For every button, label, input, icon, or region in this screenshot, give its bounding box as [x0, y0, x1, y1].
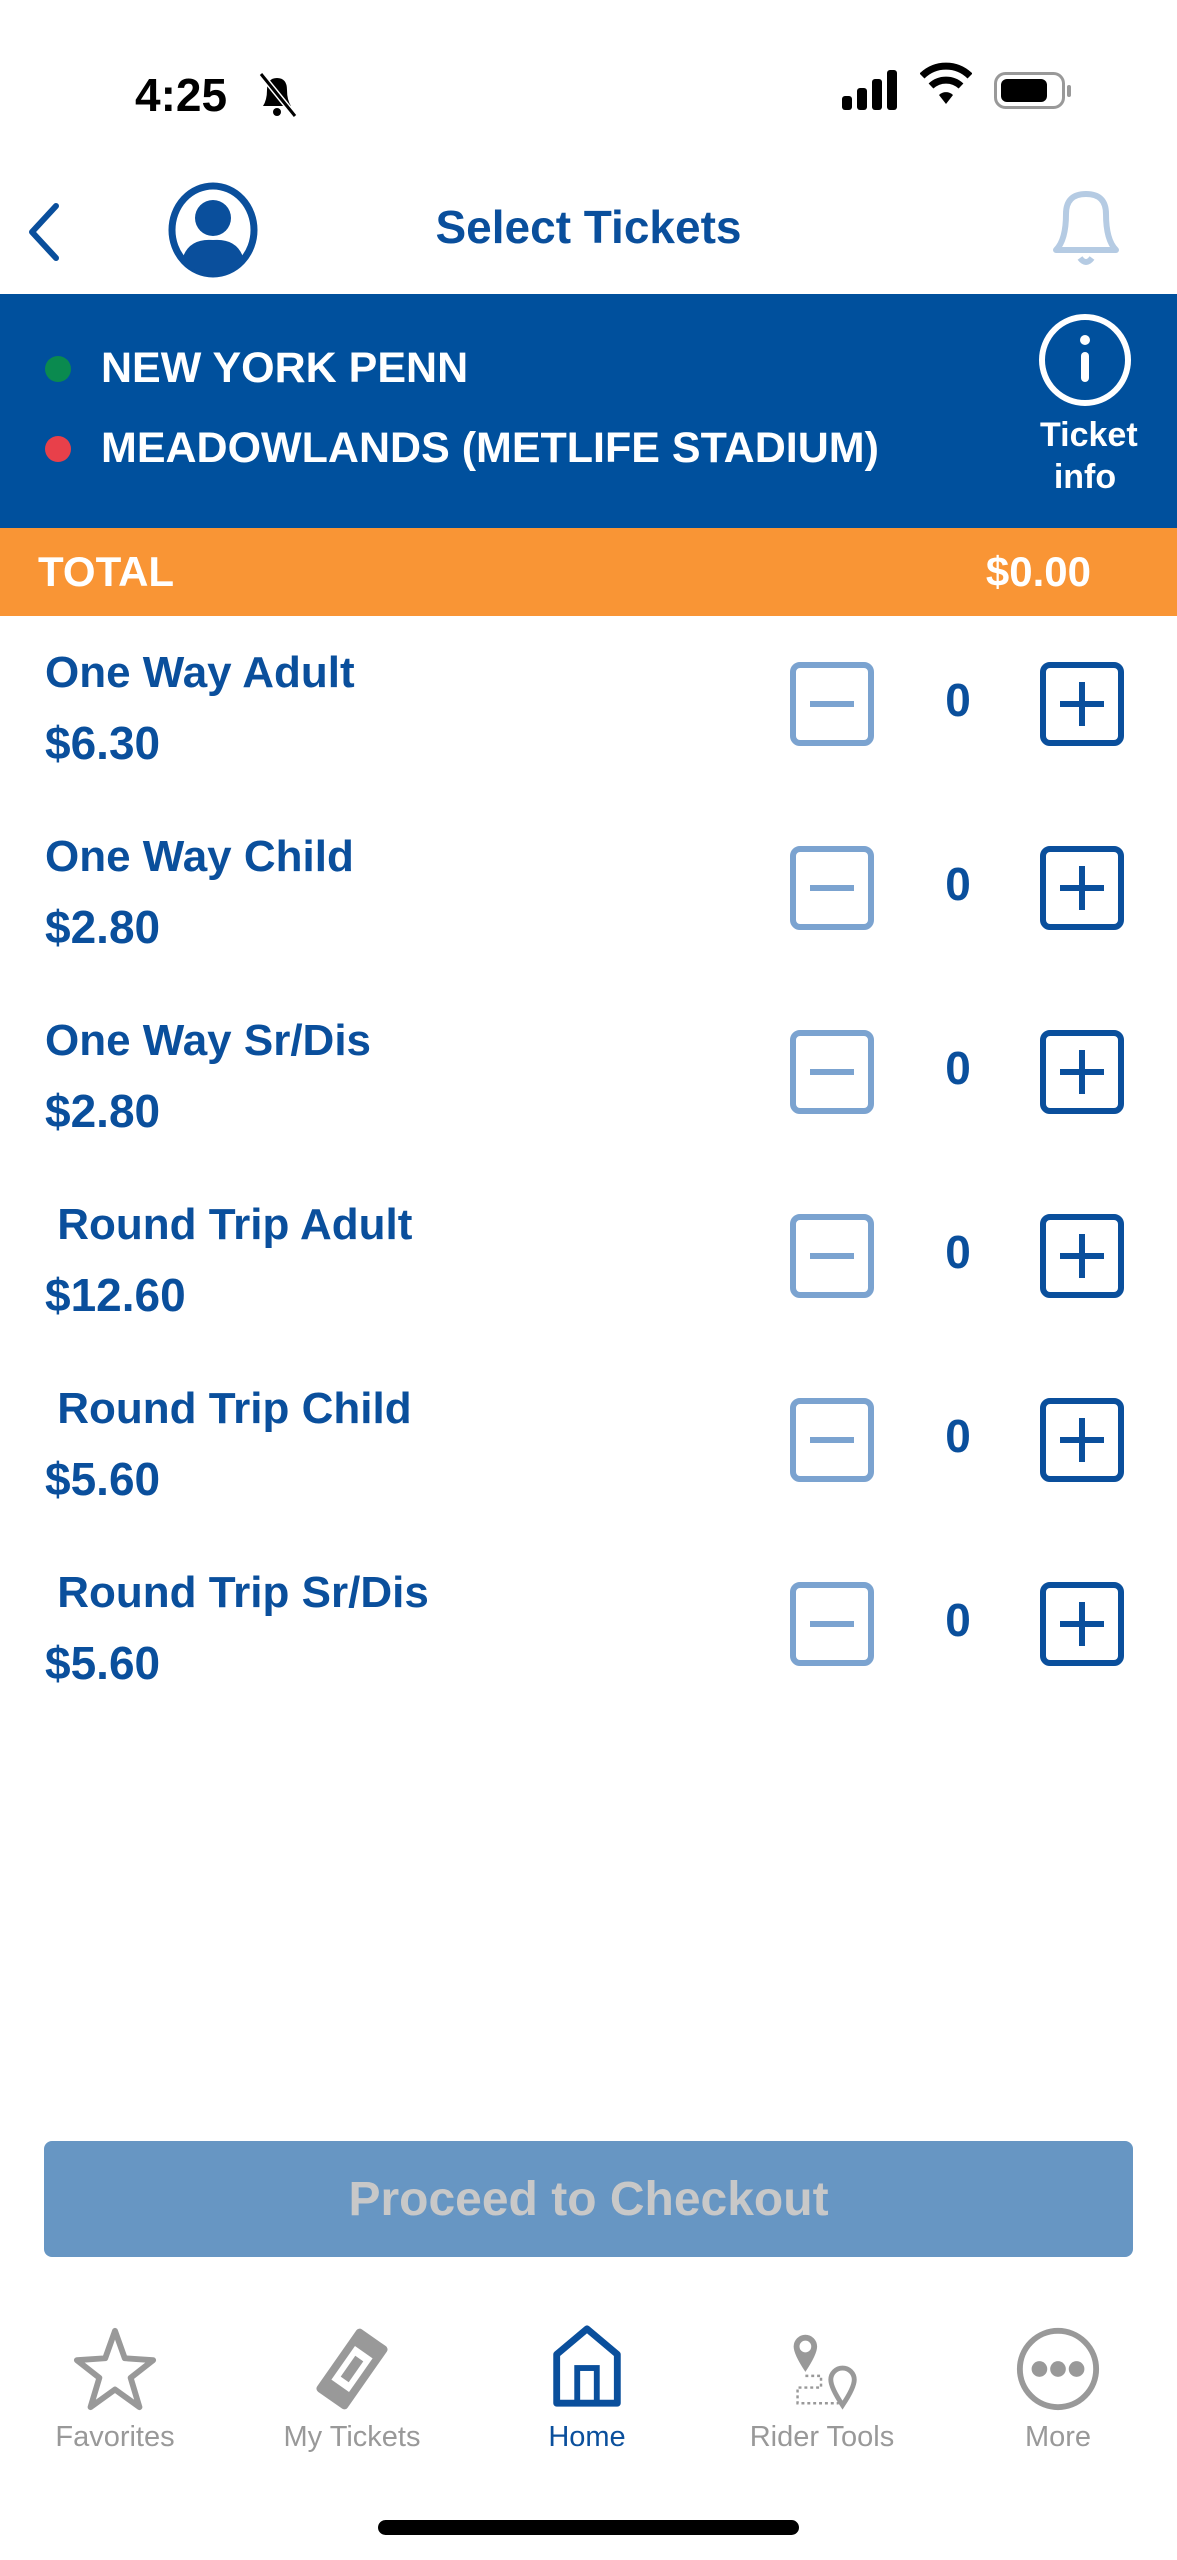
destination-station: MEADOWLANDS (METLIFE STADIUM)	[45, 424, 879, 473]
destination-dot	[45, 435, 71, 462]
ticket-row: One Way Sr/Dis $2.80 0	[0, 996, 1177, 1180]
decrement-button[interactable]	[790, 662, 874, 746]
route-banner: NEW YORK PENN MEADOWLANDS (METLIFE STADI…	[0, 294, 1177, 528]
ticket-name: Round Trip Sr/Dis	[45, 1568, 429, 1617]
profile-avatar-icon[interactable]	[168, 182, 258, 278]
signal-icon	[842, 70, 897, 110]
ticket-info-button[interactable]: Ticket info	[1021, 312, 1149, 498]
ticket-info-label: Ticket info	[1040, 416, 1138, 496]
notifications-bell-icon[interactable]	[1044, 186, 1128, 270]
tab-my-tickets[interactable]: My Tickets	[252, 2325, 452, 2454]
star-icon	[73, 2327, 157, 2411]
tab-more[interactable]: More	[958, 2325, 1158, 2454]
tab-favorites[interactable]: Favorites	[15, 2325, 215, 2454]
info-icon	[1039, 314, 1131, 406]
increment-button[interactable]	[1040, 1030, 1124, 1114]
ticket-icon	[316, 2328, 388, 2410]
ticket-price: $2.80	[45, 1085, 161, 1137]
ticket-price: $12.60	[45, 1269, 186, 1321]
total-value: $0.00	[985, 548, 1091, 595]
home-indicator[interactable]	[378, 2520, 799, 2535]
ticket-name: One Way Adult	[45, 648, 355, 697]
decrement-button[interactable]	[790, 1398, 874, 1482]
ticket-count: 0	[945, 1226, 971, 1278]
tab-label: More	[1024, 2421, 1092, 2453]
ticket-price: $5.60	[45, 1453, 161, 1505]
ticket-row: One Way Child $2.80 0	[0, 812, 1177, 996]
ticket-row: One Way Adult $6.30 0	[0, 628, 1177, 812]
back-button[interactable]	[20, 200, 70, 264]
decrement-button[interactable]	[790, 1030, 874, 1114]
tab-label: Home	[548, 2421, 626, 2453]
wifi-icon	[920, 62, 972, 104]
destination-label: MEADOWLANDS (METLIFE STADIUM)	[101, 424, 879, 472]
ticket-count: 0	[945, 1410, 971, 1462]
more-icon	[1016, 2327, 1100, 2411]
decrement-button[interactable]	[790, 846, 874, 930]
map-pins-icon	[793, 2334, 857, 2410]
silent-bell-icon	[258, 72, 298, 118]
origin-dot	[45, 355, 71, 382]
increment-button[interactable]	[1040, 1582, 1124, 1666]
ticket-count: 0	[945, 1594, 971, 1646]
ticket-row: Round Trip Sr/Dis $5.60 0	[0, 1548, 1177, 1732]
increment-button[interactable]	[1040, 662, 1124, 746]
ticket-row: Round Trip Adult $12.60 0	[0, 1180, 1177, 1364]
page-title: Select Tickets	[435, 201, 742, 253]
increment-button[interactable]	[1040, 846, 1124, 930]
ticket-name: One Way Child	[45, 832, 354, 881]
tab-rider-tools[interactable]: Rider Tools	[722, 2325, 922, 2454]
origin-station: NEW YORK PENN	[45, 344, 468, 393]
ticket-price: $2.80	[45, 901, 161, 953]
status-time: 4:25	[135, 69, 228, 121]
home-icon	[553, 2325, 621, 2407]
ticket-price: $5.60	[45, 1637, 161, 1689]
origin-label: NEW YORK PENN	[101, 344, 469, 392]
increment-button[interactable]	[1040, 1398, 1124, 1482]
ticket-count: 0	[945, 1042, 971, 1094]
decrement-button[interactable]	[790, 1214, 874, 1298]
battery-icon	[994, 72, 1071, 109]
increment-button[interactable]	[1040, 1214, 1124, 1298]
tab-label: Rider Tools	[749, 2421, 895, 2453]
total-label: TOTAL	[38, 548, 175, 595]
total-bar: TOTAL $0.00	[0, 528, 1177, 616]
tab-home[interactable]: Home	[487, 2325, 687, 2454]
ticket-count: 0	[945, 674, 971, 726]
tab-label: My Tickets	[283, 2421, 421, 2453]
ticket-name: One Way Sr/Dis	[45, 1016, 372, 1065]
ticket-row: Round Trip Child $5.60 0	[0, 1364, 1177, 1548]
proceed-to-checkout-button[interactable]: Proceed to Checkout	[44, 2141, 1133, 2257]
ticket-price: $6.30	[45, 717, 161, 769]
ticket-name: Round Trip Adult	[45, 1200, 413, 1249]
tab-label: Favorites	[55, 2421, 175, 2453]
ticket-name: Round Trip Child	[45, 1384, 412, 1433]
ticket-count: 0	[945, 858, 971, 910]
decrement-button[interactable]	[790, 1582, 874, 1666]
